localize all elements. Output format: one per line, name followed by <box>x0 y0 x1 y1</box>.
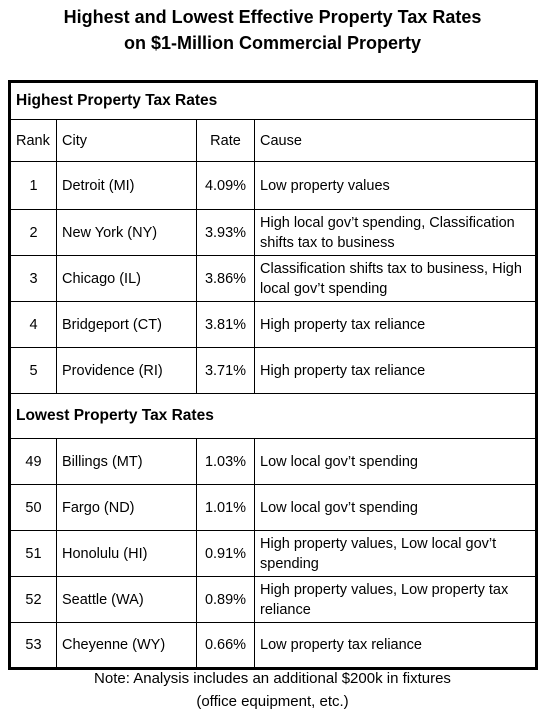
cause-cell: Low local gov’t spending <box>254 484 537 531</box>
data-row: 1 Detroit (MI) 4.09% Low property values <box>9 161 537 210</box>
section-row: Lowest Property Tax Rates <box>9 393 537 439</box>
note: Note: Analysis includes an additional $2… <box>0 667 545 713</box>
column-header: Rank <box>9 119 57 162</box>
column-header: Cause <box>254 119 537 162</box>
rate-cell: 1.01% <box>196 484 255 531</box>
note-line: (office equipment, etc.) <box>196 693 349 710</box>
data-row: 2 New York (NY) 3.93% High local gov’t spen… <box>9 209 537 256</box>
city-cell: Cheyenne (WY) <box>56 622 197 669</box>
section-row: Highest Property Tax Rates <box>9 81 537 120</box>
data-row: 49 Billings (MT) 1.03% Low local gov’t spen… <box>9 438 537 485</box>
cause-cell: High property tax reliance <box>254 347 537 394</box>
data-row: 50 Fargo (ND) 1.01% Low local gov’t spendin… <box>9 484 537 531</box>
title: Highest and Lowest Effective Property Ta… <box>0 4 545 56</box>
data-row: 4 Bridgeport (CT) 3.81% High property tax r… <box>9 301 537 348</box>
city-cell: Seattle (WA) <box>56 576 197 623</box>
section-heading: Lowest Property Tax Rates <box>9 393 537 439</box>
rate-cell: 0.91% <box>196 530 255 577</box>
tax-table: Highest Property Tax Rates Rank City Rate Ca… <box>8 80 538 670</box>
rank-cell: 5 <box>9 347 57 394</box>
title-line: Highest and Lowest Effective Property Ta… <box>63 7 482 27</box>
rank-cell: 3 <box>9 255 57 302</box>
data-row: 51 Honolulu (HI) 0.91% High property values… <box>9 530 537 577</box>
rate-cell: 0.89% <box>196 576 255 623</box>
rate-cell: 3.81% <box>196 301 255 348</box>
rank-cell: 1 <box>9 161 57 210</box>
rate-cell: 4.09% <box>196 161 255 210</box>
rate-cell: 3.93% <box>196 209 255 256</box>
city-cell: Fargo (ND) <box>56 484 197 531</box>
city-cell: Honolulu (HI) <box>56 530 197 577</box>
city-cell: New York (NY) <box>56 209 197 256</box>
rank-cell: 2 <box>9 209 57 256</box>
cause-cell: High property values, Low property tax r… <box>254 576 537 623</box>
rate-cell: 0.66% <box>196 622 255 669</box>
cause-cell: Classification shifts tax to business, H… <box>254 255 537 302</box>
city-cell: Bridgeport (CT) <box>56 301 197 348</box>
cause-cell: Low property tax reliance <box>254 622 537 669</box>
note-line: Note: Analysis includes an additional $2… <box>94 670 451 687</box>
rank-cell: 52 <box>9 576 57 623</box>
data-row: 52 Seattle (WA) 0.89% High property values,… <box>9 576 537 623</box>
rank-cell: 49 <box>9 438 57 485</box>
data-row: 3 Chicago (IL) 3.86% Classification shifts … <box>9 255 537 302</box>
city-cell: Detroit (MI) <box>56 161 197 210</box>
rank-cell: 53 <box>9 622 57 669</box>
cause-cell: High property tax reliance <box>254 301 537 348</box>
header-row: Rank City Rate Cause <box>9 119 537 162</box>
cause-cell: Low property values <box>254 161 537 210</box>
section-heading: Highest Property Tax Rates <box>9 81 537 120</box>
rate-cell: 1.03% <box>196 438 255 485</box>
rank-cell: 50 <box>9 484 57 531</box>
cause-cell: High local gov’t spending, Classificatio… <box>254 209 537 256</box>
cause-cell: Low local gov’t spending <box>254 438 537 485</box>
rank-cell: 4 <box>9 301 57 348</box>
rate-cell: 3.71% <box>196 347 255 394</box>
title-line: on $1-Million Commercial Property <box>123 33 422 53</box>
data-row: 5 Providence (RI) 3.71% High property tax r… <box>9 347 537 394</box>
data-row: 53 Cheyenne (WY) 0.66% Low property tax rel… <box>9 622 537 669</box>
rank-cell: 51 <box>9 530 57 577</box>
cause-cell: High property values, Low local gov’t sp… <box>254 530 537 577</box>
city-cell: Billings (MT) <box>56 438 197 485</box>
rate-cell: 3.86% <box>196 255 255 302</box>
column-header: City <box>56 119 197 162</box>
city-cell: Chicago (IL) <box>56 255 197 302</box>
column-header: Rate <box>196 119 255 162</box>
city-cell: Providence (RI) <box>56 347 197 394</box>
